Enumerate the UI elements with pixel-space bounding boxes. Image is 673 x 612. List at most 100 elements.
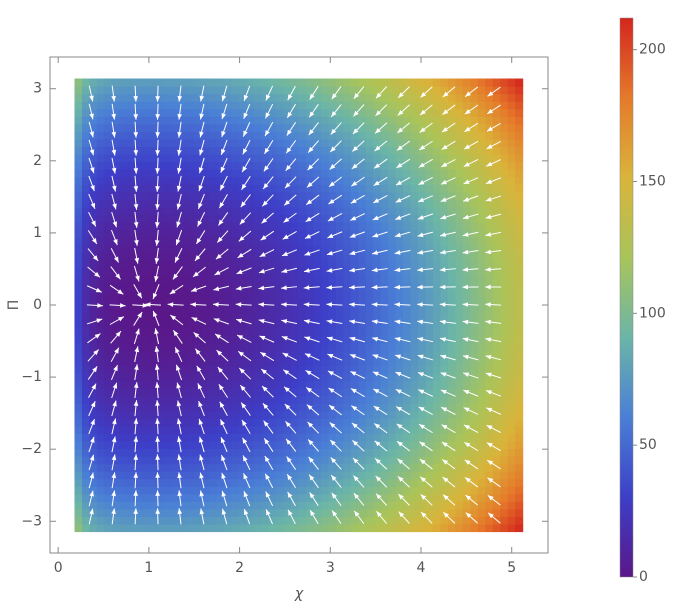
density-cell (350, 478, 359, 487)
stream-arrow (112, 382, 118, 389)
density-cell (335, 395, 344, 404)
density-cell (111, 335, 120, 344)
density-cell (328, 138, 337, 148)
stream-arrow (394, 267, 401, 273)
density-cell (313, 108, 322, 117)
density-cell (268, 176, 277, 185)
density-cell (261, 493, 270, 502)
density-cell (261, 108, 270, 117)
density-cell (96, 252, 105, 261)
density-cell (365, 191, 374, 200)
density-cell (395, 312, 404, 321)
density-cell (261, 244, 270, 253)
stream-arrow (440, 179, 447, 185)
density-cell (141, 418, 150, 427)
density-cell (276, 425, 285, 434)
density-cell (320, 93, 330, 102)
density-cell (291, 425, 300, 434)
stream-arrow (442, 109, 449, 115)
density-cell (283, 154, 292, 163)
density-cell (149, 206, 158, 216)
density-cell (455, 448, 464, 457)
density-cell (425, 154, 434, 163)
density-cell (261, 78, 270, 87)
density-cell (373, 478, 382, 487)
density-cell (164, 282, 173, 291)
density-cell (403, 508, 412, 517)
density-cell (216, 282, 225, 291)
density-cell (179, 289, 188, 299)
density-cell (231, 221, 240, 231)
stream-arrow (287, 94, 293, 101)
density-cell (81, 493, 91, 502)
density-cell (425, 410, 434, 419)
density-cell (388, 523, 397, 533)
density-cell (193, 418, 203, 427)
density-cell (74, 252, 83, 261)
density-cell (186, 259, 195, 268)
density-cell (447, 403, 456, 412)
density-cell (380, 523, 389, 533)
density-cell (246, 116, 255, 125)
density-cell (425, 388, 434, 397)
density-cell (223, 161, 232, 170)
density-cell (418, 486, 427, 495)
density-cell (320, 365, 330, 374)
density-cell (104, 327, 113, 336)
density-cell (440, 471, 449, 480)
density-cell (126, 478, 135, 487)
density-cell (507, 161, 516, 170)
density-cell (515, 191, 524, 200)
density-cell (455, 199, 464, 208)
density-cell (208, 350, 217, 359)
density-cell (328, 395, 337, 404)
density-cell (418, 123, 427, 132)
density-cell (365, 455, 374, 465)
density-cell (477, 357, 486, 366)
density-cell (306, 184, 315, 193)
density-cell (388, 433, 397, 442)
density-cell (365, 169, 374, 178)
density-cell (403, 116, 412, 125)
stream-arrow (236, 269, 243, 274)
density-cell (193, 516, 203, 525)
density-cell (96, 372, 105, 382)
density-cell (328, 425, 337, 434)
density-cell (500, 486, 509, 495)
density-cell (425, 93, 434, 102)
density-cell (246, 176, 255, 185)
stream-arrow (240, 201, 246, 208)
stream-arrow (285, 421, 291, 428)
density-cell (246, 131, 255, 140)
density-cell (268, 221, 277, 231)
stream-arrow (133, 454, 139, 460)
density-cell (358, 123, 367, 132)
x-tick-label: 5 (507, 560, 516, 576)
density-cell (156, 267, 165, 276)
density-cell (358, 312, 367, 321)
density-cell (74, 229, 83, 238)
stream-arrow (331, 111, 337, 117)
density-cell (193, 305, 203, 314)
density-cell (119, 199, 128, 208)
stream-arrow (464, 144, 471, 150)
stream-arrow (242, 437, 248, 444)
density-cell (298, 206, 307, 216)
density-cell (186, 101, 195, 110)
density-cell (201, 86, 210, 95)
density-cell (485, 357, 494, 366)
density-cell (74, 305, 83, 314)
density-cell (261, 297, 270, 306)
density-cell (440, 478, 449, 487)
density-cell (365, 229, 374, 238)
density-cell (313, 357, 322, 366)
density-cell (365, 501, 374, 510)
density-cell (246, 214, 255, 223)
density-cell (380, 161, 389, 170)
density-cell (253, 493, 262, 502)
density-cell (81, 516, 91, 525)
density-cell (425, 206, 434, 216)
density-cell (89, 486, 98, 495)
density-cell (462, 199, 471, 208)
density-cell (164, 433, 173, 442)
